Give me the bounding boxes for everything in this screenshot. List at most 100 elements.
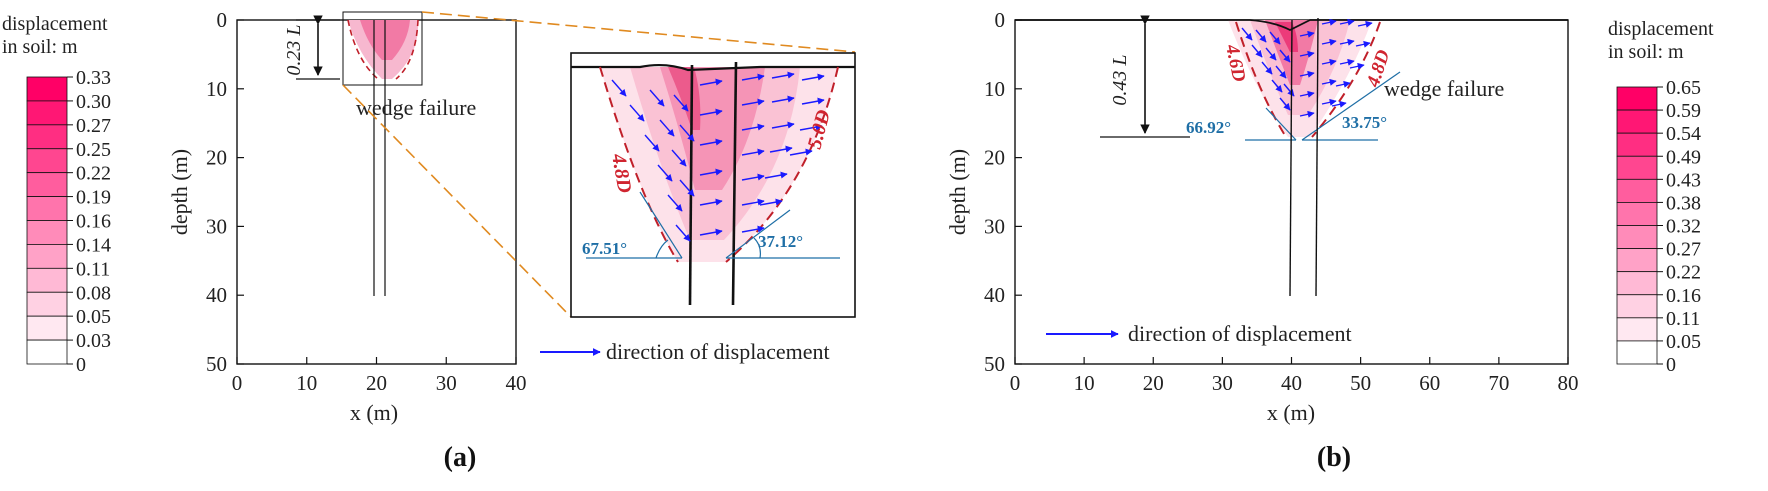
colorbar-1-label-9: 0.16 <box>1666 285 1701 307</box>
wedge-b-arrow-17 <box>1321 58 1337 66</box>
colorbar-1-label-6: 0.32 <box>1666 216 1701 238</box>
wedge-b-arrow-16 <box>1355 40 1371 48</box>
colorbar-0-band-3 <box>26 148 68 174</box>
colorbar-b-title-1: displacement <box>1608 18 1714 40</box>
y-tick-label-1-0: 0 <box>995 8 1006 32</box>
inset-arrow-8 <box>671 149 687 167</box>
inset-arrow-34 <box>699 228 723 236</box>
colorbar-1-band-9 <box>1616 294 1658 319</box>
wedge-b-arrow-25 <box>1299 50 1315 58</box>
y-tick-label-1-2: 20 <box>984 146 1005 170</box>
angle-left-b: 66.92° <box>1186 118 1231 137</box>
y-tick-label-0-0: 0 <box>217 8 228 32</box>
inset-arrow-11 <box>679 124 695 142</box>
colorbar-0-label-1: 0.30 <box>76 91 111 113</box>
colorbar-0-band-2 <box>26 124 68 150</box>
wedge-b-arrow-14 <box>1321 38 1337 46</box>
x-tick-label-1-7: 70 <box>1488 371 1509 395</box>
wedge-b-arrow-2 <box>1261 61 1273 75</box>
inset-arrow-23 <box>789 148 813 156</box>
zoom-guide-top <box>421 11 856 53</box>
colorbar-0-band-11 <box>26 339 68 365</box>
inset-arrow-31 <box>699 138 723 146</box>
pile-right-b <box>1315 17 1319 297</box>
colorbar-b: 0.650.590.540.490.430.380.320.270.220.16… <box>1616 77 1701 376</box>
y-tick-label-0-1: 10 <box>206 77 227 101</box>
colorbar-0-label-11: 0.03 <box>76 330 111 352</box>
colorbar-0-band-4 <box>26 172 68 197</box>
y-tick-label-1-3: 30 <box>984 214 1005 238</box>
y-tick-label-1-1: 10 <box>984 77 1005 101</box>
wedge-b-displacement-arrows <box>1241 18 1373 118</box>
colorbar-0-band-7 <box>26 244 68 269</box>
x-tick-label-1-3: 30 <box>1212 371 1233 395</box>
x-axis-a: 0 10 20 30 40 <box>232 357 527 395</box>
colorbar-a: 0.330.300.270.250.220.190.160.140.110.08… <box>26 67 111 376</box>
inset-arrow-17 <box>801 97 825 105</box>
inset-arrow-29 <box>699 78 723 86</box>
wedge-b-arrow-8 <box>1283 83 1295 97</box>
colorbar-1-band-1 <box>1616 109 1658 134</box>
panel-a: displacement in soil: m 0.330.300.270.25… <box>2 8 856 473</box>
x-tick-label-1-0: 0 <box>1010 371 1021 395</box>
x-tick-label-1-5: 50 <box>1350 371 1371 395</box>
colorbar-0-label-7: 0.14 <box>76 234 111 256</box>
inset-arrow-27 <box>759 198 783 206</box>
wedge-b-arrow-21 <box>1335 80 1351 88</box>
colorbar-1-label-5: 0.38 <box>1666 192 1701 214</box>
colorbar-0-label-5: 0.19 <box>76 187 111 209</box>
y-axis-label-b: depth (m) <box>945 149 970 235</box>
x-axis-b: 0 10 20 30 40 50 60 70 80 <box>1010 357 1579 395</box>
wedge-b-arrow-24 <box>1299 30 1315 38</box>
inset-arrow-18 <box>741 123 765 131</box>
x-tick-label-0-3: 30 <box>436 371 457 395</box>
colorbar-1-label-7: 0.27 <box>1666 239 1701 261</box>
inset-arrow-5 <box>675 224 691 242</box>
inset-arrow-20 <box>799 123 823 131</box>
x-tick-label-0-4: 40 <box>506 371 527 395</box>
y-tick-label-1-5: 50 <box>984 352 1005 376</box>
wedge-b-arrow-19 <box>1349 62 1365 70</box>
inset-a: 67.51° 37.12° 4.8D 5.0D <box>570 52 856 318</box>
wedge-b-arrow-26 <box>1299 70 1315 78</box>
y-tick-label-0-4: 40 <box>206 283 227 307</box>
colorbar-0-band-0 <box>26 76 68 102</box>
wedge-label-b: wedge failure <box>1384 76 1504 101</box>
wedge-label-a: wedge failure <box>356 95 476 120</box>
inset-arrow-12 <box>741 73 765 81</box>
wedge-b-arrow-10 <box>1279 49 1291 63</box>
colorbar-1-band-6 <box>1616 225 1658 249</box>
colorbar-0-band-9 <box>26 291 68 317</box>
inset-arrow-19 <box>771 121 795 129</box>
inset-arrow-6 <box>649 89 665 107</box>
wedge-b-arrow-27 <box>1299 90 1315 98</box>
colorbar-1-band-8 <box>1616 271 1658 296</box>
x-axis-label-b: x (m) <box>1267 400 1315 425</box>
inset-arrow-15 <box>741 98 765 106</box>
inset-arrow-30 <box>699 108 723 116</box>
wedge-b-arrow-13 <box>1357 20 1373 28</box>
colorbar-0-band-6 <box>26 220 68 245</box>
inset-arrow-4 <box>667 194 683 212</box>
x-axis-label-a: x (m) <box>350 400 398 425</box>
colorbar-1-label-3: 0.49 <box>1666 146 1701 168</box>
wedge-b-arrow-22 <box>1321 98 1337 106</box>
colorbar-1-label-1: 0.59 <box>1666 100 1701 122</box>
legend-label-b: direction of displacement <box>1128 321 1352 346</box>
pile-left-b <box>1289 19 1293 297</box>
colorbar-1-band-7 <box>1616 248 1658 273</box>
angle-left-a: 67.51° <box>582 239 627 258</box>
depth-annotation-b: 0.43 L <box>1109 54 1131 105</box>
y-axis-a: 0 10 20 30 40 50 <box>206 8 244 376</box>
inset-arrow-3 <box>657 164 673 182</box>
wedge-b-arrow-15 <box>1339 38 1355 46</box>
inset-arrow-26 <box>741 198 765 206</box>
y-tick-label-1-4: 40 <box>984 283 1005 307</box>
wedge-b-arrow-7 <box>1275 65 1287 79</box>
x-tick-label-0-0: 0 <box>232 371 243 395</box>
y-axis-label-a: depth (m) <box>167 149 192 235</box>
colorbar-1-band-2 <box>1616 132 1658 157</box>
inset-arrow-1 <box>629 104 645 122</box>
wedge-b-arrow-23 <box>1331 100 1347 108</box>
wedge-b-arrow-9 <box>1269 31 1281 45</box>
